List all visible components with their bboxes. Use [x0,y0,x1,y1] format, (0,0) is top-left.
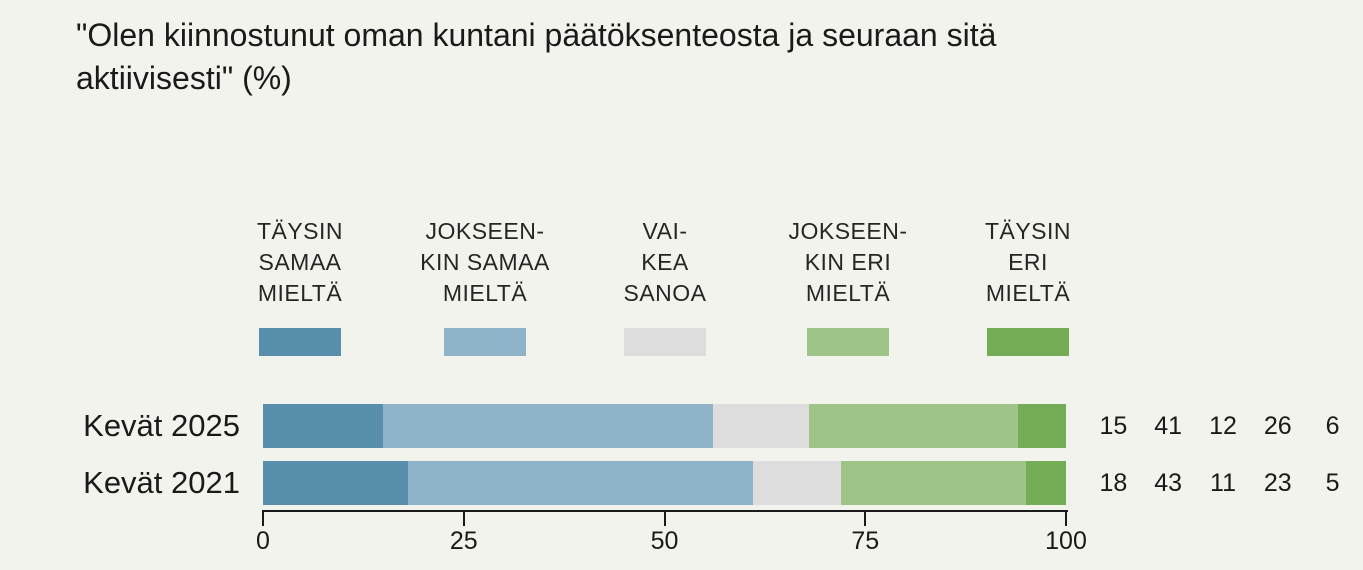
legend-item-swatch [807,328,889,356]
bar-segment [1017,404,1066,448]
legend-item-label: TÄYSIN SAMAA MIELTÄ [256,218,344,306]
legend-item-swatch [987,328,1069,356]
value-label: 43 [1154,469,1183,497]
x-axis-tick-label: 100 [1045,527,1087,555]
x-axis-tick [262,510,264,526]
legend-item-swatch [624,328,706,356]
bar-segment [712,404,810,448]
bar-segment [263,404,384,448]
chart-title: "Olen kiinnostunut oman kuntani päätökse… [76,17,997,97]
bar-segment [383,404,713,448]
bar-segment [841,461,1026,505]
x-axis-tick [1065,510,1067,526]
x-axis-tick-label: 0 [256,527,270,555]
stacked-bar [263,404,1066,448]
x-axis-line [263,510,1068,512]
value-labels-row: 15 41 12 26 6 [1086,404,1360,448]
legend-item: TÄYSIN ERI MIELTÄ [937,216,1119,356]
bar-segment [809,404,1018,448]
bar-segment [407,461,753,505]
legend-item: TÄYSIN SAMAA MIELTÄ [209,216,391,356]
bar-segment [752,461,842,505]
value-label: 5 [1325,469,1340,497]
x-axis-tick [462,510,465,526]
x-axis-tick-label: 75 [851,527,880,555]
value-label: 26 [1263,412,1292,440]
value-label: 41 [1154,412,1183,440]
legend-item-label: JOKSEEN- KIN ERI MIELTÄ [788,218,908,306]
legend-item: JOKSEEN- KIN SAMAA MIELTÄ [394,216,576,356]
value-label: 15 [1099,412,1128,440]
x-axis-tick-label: 50 [650,527,679,555]
value-label: 12 [1209,412,1237,440]
value-label: 11 [1210,469,1236,497]
bar-segment [263,461,408,505]
bar-segment [1025,461,1066,505]
legend-item-swatch [444,328,526,356]
legend-item: VAI- KEA SANOA [574,216,756,356]
value-labels-row: 18 43 11 23 5 [1086,461,1360,505]
value-label: 6 [1325,412,1340,440]
stacked-bar [263,461,1066,505]
legend-item-label: JOKSEEN- KIN SAMAA MIELTÄ [420,218,550,306]
legend-item-swatch [259,328,341,356]
value-label: 23 [1263,469,1292,497]
legend-item-label: TÄYSIN ERI MIELTÄ [984,218,1072,306]
legend-item: JOKSEEN- KIN ERI MIELTÄ [757,216,939,356]
x-axis-tick [864,510,867,526]
row-label: Kevät 2025 [83,408,240,443]
value-label: 18 [1099,469,1128,497]
row-label: Kevät 2021 [83,465,240,500]
legend-item-label: VAI- KEA SANOA [623,218,707,306]
x-axis-tick [663,510,666,526]
x-axis-tick-label: 25 [449,527,478,555]
